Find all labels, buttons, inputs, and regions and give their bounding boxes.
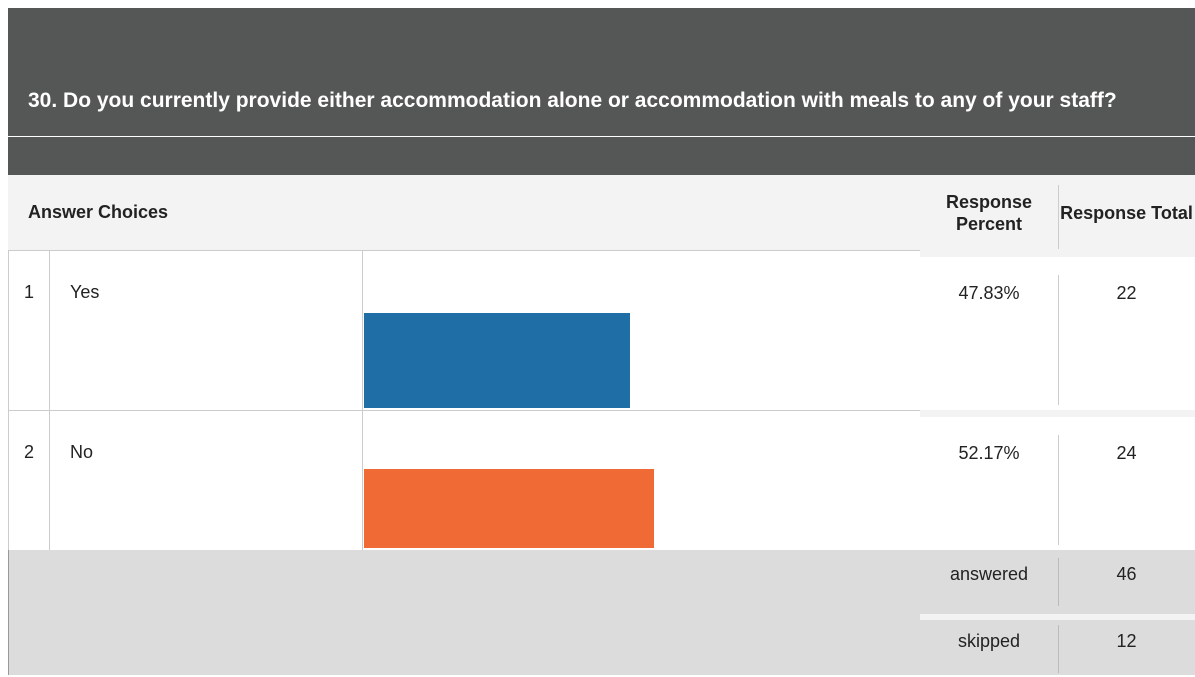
row-border — [8, 250, 920, 410]
separator — [1058, 275, 1059, 405]
summary-label: skipped — [957, 631, 1021, 651]
percent-cell: 52.17% — [920, 410, 1058, 550]
bar — [364, 313, 630, 408]
header-answer: Answer Choices — [8, 175, 920, 250]
separator — [1058, 625, 1059, 673]
header-band — [8, 137, 1195, 175]
question-title: 30. Do you currently provide either acco… — [8, 8, 1195, 136]
label-cell: No — [50, 410, 363, 550]
total-cell: 24 — [1058, 410, 1195, 550]
total-cell: 22 — [1058, 250, 1195, 410]
summary-value: 46 — [1116, 564, 1137, 584]
percent-cell: 47.83% — [920, 250, 1058, 410]
header-percent: Response Percent — [920, 175, 1058, 250]
index-cell: 2 — [8, 410, 50, 550]
index-cell: 1 — [8, 250, 50, 410]
separator — [1058, 558, 1059, 606]
separator — [1058, 185, 1059, 249]
summary-gap — [920, 614, 1195, 620]
summary-value: 12 — [1116, 631, 1137, 651]
summary-label: answered — [949, 564, 1029, 584]
header-total: Response Total — [1058, 175, 1195, 250]
separator — [1058, 435, 1059, 545]
row-border — [8, 410, 920, 550]
summary-bg — [8, 550, 1195, 675]
label-cell: Yes — [50, 250, 363, 410]
bar — [364, 469, 655, 548]
summary-left-edge — [8, 550, 9, 675]
